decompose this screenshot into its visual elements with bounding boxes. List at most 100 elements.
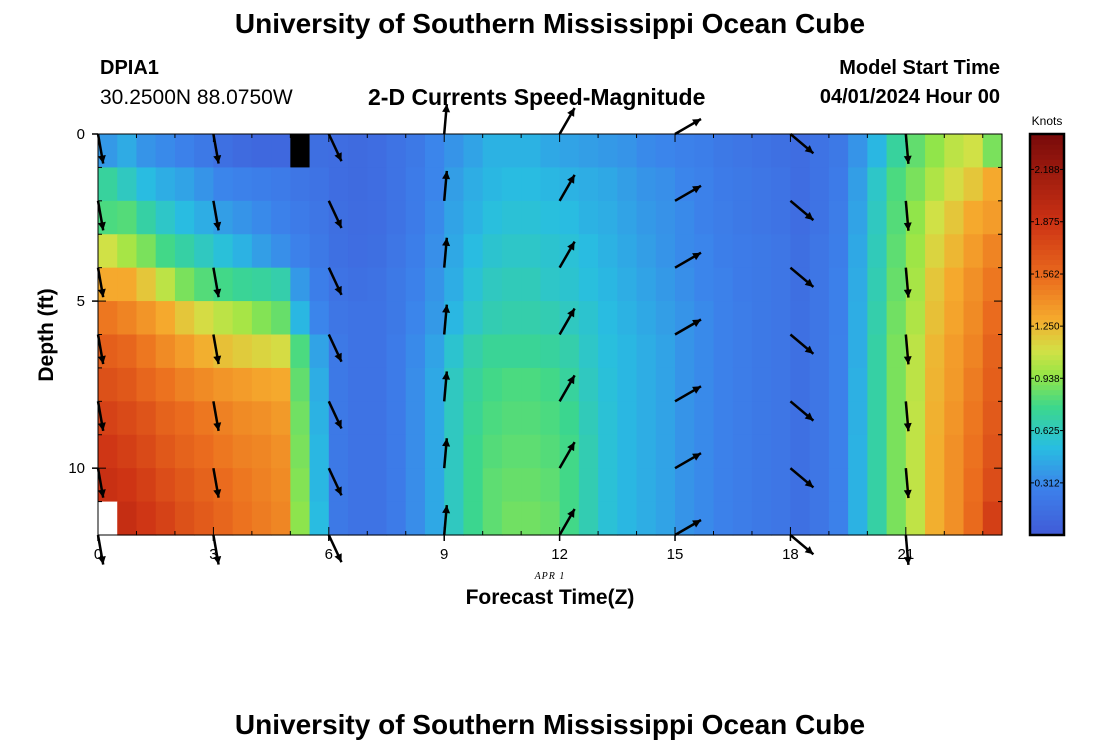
heatmap-cell [174,468,195,503]
heatmap-cell [578,167,599,202]
colorbar-segment [1030,334,1064,341]
current-vector-arrow [442,170,451,201]
heatmap-cell [809,200,830,235]
heatmap-cell [290,234,311,269]
heatmap-cell [271,301,291,336]
heatmap-cell [367,334,388,369]
heatmap-cell [790,434,811,469]
heatmap-cell [463,167,484,202]
colorbar-segment [1030,489,1064,496]
current-vector-arrow [212,401,222,432]
heatmap-cell [905,468,926,503]
current-vector-arrow [442,237,451,268]
heatmap-cell [963,501,984,536]
current-vector-arrow [212,133,222,164]
colorbar-segment [1030,454,1064,461]
heatmap-cell [521,200,541,235]
current-vector-arrow [903,267,912,298]
heatmap-cell [598,301,618,336]
heatmap-cell [963,267,984,302]
heatmap-cell [194,167,214,202]
heatmap-cell [790,167,811,202]
heatmap-cell [271,367,291,402]
colorbar-segment [1030,149,1064,155]
heatmap-cell [521,167,541,202]
plot-title: 2-D Currents Speed-Magnitude [368,84,706,110]
colorbar-tick-label: 1.250 [1034,322,1059,333]
heatmap-cell [944,434,965,469]
heatmap-cell [751,134,772,169]
heatmap-cell [386,501,407,536]
current-vector-arrow [96,401,106,432]
x-tick-label: 0 [94,546,102,563]
heatmap-cell [751,200,772,235]
heatmap-cell [117,134,138,169]
heatmap-cell [828,401,849,436]
heatmap-cell [309,501,330,536]
heatmap-cell [232,134,253,169]
heatmap-cell [521,267,541,302]
page-title: University of Southern Mississippi Ocean… [234,8,866,39]
heatmap-cell [521,367,541,402]
colorbar-segment [1030,464,1064,471]
colorbar-segment [1030,434,1064,441]
current-vector-arrow [674,385,702,403]
heatmap-cell [155,200,176,235]
current-vector-arrow [903,401,912,432]
heatmap-cell [367,134,388,169]
heatmap-cell [598,367,618,402]
heatmap-cell [117,367,138,402]
colorbar-segment [1030,259,1064,265]
current-vector-arrow [327,200,343,229]
heatmap-cell [271,501,291,536]
heatmap-cell [405,334,426,369]
heatmap-cell [232,367,253,402]
heatmap-cell [271,234,291,269]
heatmap-cell [482,468,503,503]
heatmap-cell [655,367,676,402]
heatmap-cell [963,367,984,402]
heatmap-cell [655,167,676,202]
heatmap-cell [867,401,888,436]
colorbar-segment [1030,234,1064,240]
heatmap-cell [213,434,234,469]
date-label: APR 1 [534,571,566,582]
colorbar-frame [1028,132,1066,537]
current-vector-arrow [903,468,912,499]
heatmap-cell [194,301,214,336]
heatmap-cell [155,501,176,536]
heatmap-cell [405,468,426,503]
heatmap-cell [636,434,657,469]
colorbar-segment [1030,444,1064,451]
heatmap-cell [405,501,426,536]
heatmap-cell [501,468,522,503]
heatmap-cell [694,434,715,469]
heatmap-cell [713,200,734,235]
heatmap-cell [886,167,907,202]
heatmap-cell [925,501,945,536]
heatmap-cell [155,334,176,369]
heatmap-cell [694,401,715,436]
heatmap-cell [771,434,792,469]
heatmap-cell [636,267,657,302]
heatmap-cell [732,234,753,269]
heatmap-cell [521,301,541,336]
colorbar-tick-label: 2.188 [1034,165,1059,176]
heatmap-cell [367,301,388,336]
heatmap-cell [136,367,157,402]
heatmap-cell [501,200,522,235]
heatmap-cell [944,167,965,202]
heatmap-cell [482,267,503,302]
heatmap-cell [771,167,792,202]
colorbar-segment [1030,164,1064,170]
heatmap-cell [424,200,445,235]
heatmap-cell [117,468,138,503]
heatmap-cell [886,134,907,169]
colorbar-segment [1030,439,1064,446]
colorbar-segment [1030,359,1064,366]
heatmap-cell [271,334,291,369]
heatmap-cell [98,501,118,536]
heatmap-cell [540,401,561,436]
heatmap-cell [771,334,792,369]
heatmap-cell [790,468,811,503]
